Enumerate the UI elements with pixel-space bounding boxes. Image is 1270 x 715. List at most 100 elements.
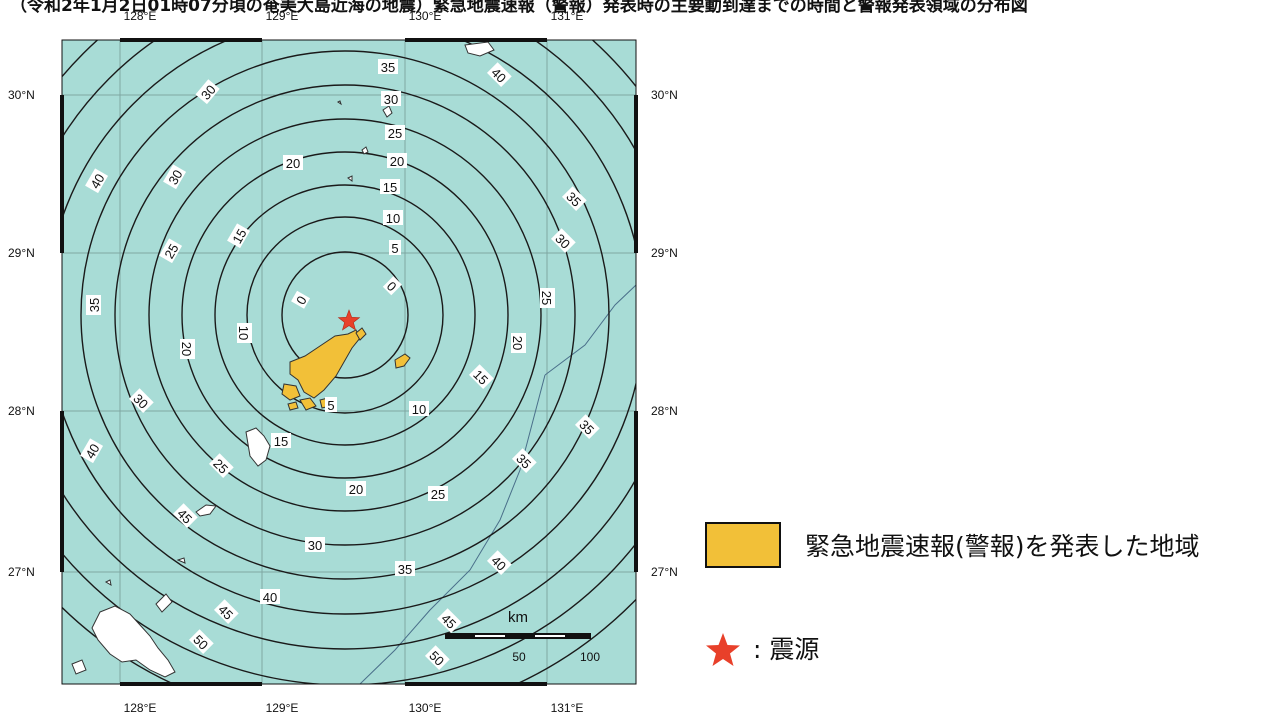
contour-label: 35 <box>86 295 102 315</box>
lon-tick-label-bottom: 131°E <box>551 701 584 715</box>
island <box>155 593 173 613</box>
lon-tick-label-top: 128°E <box>124 9 157 23</box>
contour-label-bg <box>305 537 325 552</box>
scale-bar-body <box>445 633 591 639</box>
island <box>382 105 393 118</box>
contour-label: 10 <box>409 401 429 417</box>
legend-warning-swatch <box>705 522 781 568</box>
contour-label-text: 5 <box>327 398 334 413</box>
contour-ring <box>62 40 636 650</box>
contour-label: 40 <box>486 550 512 576</box>
contour-label-text: 10 <box>236 326 251 340</box>
lon-tick-label-top: 131°E <box>551 9 584 23</box>
contour-label-bg <box>80 438 104 464</box>
contour-ring <box>80 50 610 580</box>
boundary-line <box>544 284 636 376</box>
contour-label-bg <box>486 550 512 576</box>
lat-tick-label-right: 27°N <box>651 565 678 579</box>
contour-label-bg <box>511 333 526 353</box>
contour-label-bg <box>188 629 214 655</box>
contour-label-text: 30 <box>308 538 322 553</box>
contour-label: 20 <box>346 481 366 497</box>
contour-label-bg <box>346 481 366 496</box>
contour-label-text: 40 <box>263 590 277 605</box>
contour-labels: 0 0 5 5 10 10 10 15 15 15 15 20 20 20 20 20 25 25 25 25 25 30… <box>80 59 600 671</box>
contour-label-text: 35 <box>398 562 412 577</box>
contour-ring <box>148 118 542 512</box>
contour-label: 35 <box>395 561 415 577</box>
warning-area-region <box>394 353 411 369</box>
contour-label-bg <box>260 589 280 604</box>
epicenter-star-icon <box>337 309 361 331</box>
contour-label: 20 <box>179 339 195 359</box>
sea-background <box>62 40 636 684</box>
contour-label-bg <box>395 561 415 576</box>
contour-label-text: 10 <box>412 402 426 417</box>
island <box>464 41 495 57</box>
contour-label-bg <box>561 186 587 212</box>
contour-label-text: 25 <box>161 241 181 261</box>
contour-ring <box>181 151 509 479</box>
island <box>176 557 186 564</box>
contour-label: 30 <box>128 388 154 414</box>
contour-label-bg <box>409 401 429 416</box>
contour-label-bg <box>227 223 251 249</box>
contour-ring <box>281 251 409 379</box>
legend-warning-label: 緊急地震速報(警報)を発表した地域 <box>805 532 1200 561</box>
contour-label: 20 <box>387 153 407 169</box>
contour-ring <box>62 40 636 615</box>
contour-label: 45 <box>213 599 239 625</box>
contour-label-bg <box>382 276 402 296</box>
contour-label-bg <box>550 228 576 254</box>
contour-label-text: 30 <box>165 167 185 187</box>
contour-label: 50 <box>424 645 450 671</box>
page-title: （令和2年1月2日01時07分頃の奄美大島近海の地震）緊急地震速報（警報）発表時… <box>10 0 1028 16</box>
lat-tick-label-left: 27°N <box>8 565 35 579</box>
island <box>361 146 369 155</box>
lon-tick-label-bottom: 128°E <box>124 701 157 715</box>
contour-label-bg <box>159 238 183 264</box>
contour-label-text: 25 <box>431 487 445 502</box>
contour-label: 15 <box>227 223 251 249</box>
contour-ring <box>214 184 476 446</box>
contour-label-bg <box>387 153 407 168</box>
scale-unit-label: km <box>508 609 528 626</box>
warning-area-region <box>355 327 367 341</box>
contour-label: 10 <box>236 323 252 343</box>
contour-label: 5 <box>389 240 401 256</box>
scale-bar-segment <box>535 635 565 637</box>
contour-label: 45 <box>436 608 462 634</box>
contour-label: 15 <box>271 433 291 449</box>
lat-tick-label-left: 30°N <box>8 88 35 102</box>
contour-label-text: 5 <box>391 241 398 256</box>
contour-label-bg <box>180 339 195 359</box>
island <box>245 427 271 467</box>
warning-area-region <box>281 383 301 401</box>
contour-label: 30 <box>550 228 576 254</box>
warning-area-region <box>299 397 317 411</box>
lon-tick-label-top: 129°E <box>266 9 299 23</box>
contour-label-bg <box>271 433 291 448</box>
contour-label-text: 40 <box>82 441 102 461</box>
contour-label-bg <box>237 323 252 343</box>
contour-label-text: 15 <box>383 180 397 195</box>
contour-label: 40 <box>85 168 109 194</box>
contour-label: 50 <box>188 629 214 655</box>
lat-tick-label-right: 30°N <box>651 88 678 102</box>
warning-area-region <box>289 329 361 399</box>
contour-label-bg <box>383 210 403 225</box>
contour-label-text: 30 <box>384 92 398 107</box>
contour-label: 25 <box>385 125 405 141</box>
contour-label-text: 20 <box>390 154 404 169</box>
contour-label-bg <box>574 414 600 440</box>
contour-label: 40 <box>260 589 280 605</box>
contour-ring <box>246 216 444 414</box>
contour-label-bg <box>486 62 512 88</box>
contour-label-text: 20 <box>286 156 300 171</box>
contour-label-bg <box>385 125 405 140</box>
contour-label-text: 15 <box>229 226 249 246</box>
contour-label-text: 20 <box>510 336 525 350</box>
lat-tick-label-left: 28°N <box>8 404 35 418</box>
contour-label-bg <box>86 295 101 315</box>
